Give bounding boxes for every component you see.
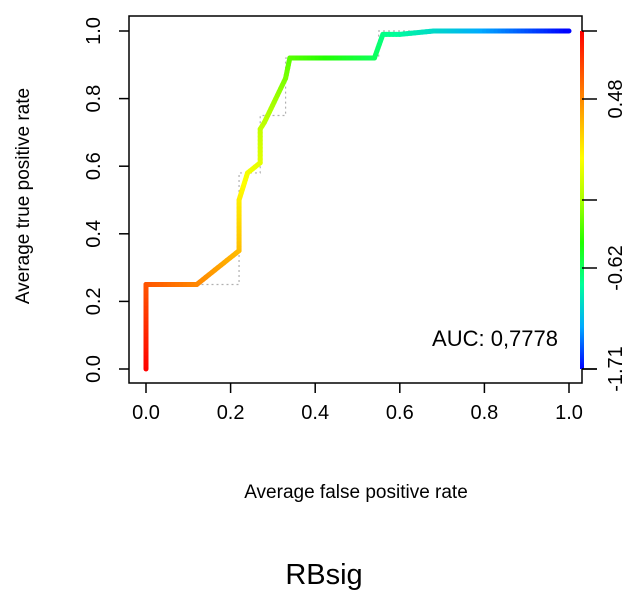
- x-tick-label: 0.6: [386, 402, 414, 424]
- x-axis: 0.0 0.2 0.4 0.6 0.8 1.0: [132, 383, 583, 424]
- colorbar-tick-label: 0.48: [605, 80, 627, 119]
- reference-steps: [145, 30, 569, 369]
- colorbar-tick-label: -0.62: [605, 245, 627, 291]
- colorbar-tick-label: -1.71: [605, 346, 627, 392]
- y-tick-label: 0.4: [83, 220, 105, 248]
- chart-title: RBsig: [285, 559, 362, 591]
- auc-annotation: AUC: 0,7778: [432, 326, 558, 351]
- x-tick-label: 0.8: [470, 402, 498, 424]
- x-tick-label: 1.0: [555, 402, 583, 424]
- y-tick-label: 0.0: [83, 355, 105, 383]
- y-tick-label: 0.8: [83, 85, 105, 113]
- x-axis-label: Average false positive rate: [244, 482, 468, 503]
- y-tick-label: 0.6: [83, 152, 105, 180]
- reference-step-line: [145, 30, 569, 369]
- y-axis: 0.0 0.2 0.4 0.6 0.8 1.0: [83, 17, 129, 383]
- y-axis-label: Average true positive rate: [13, 88, 34, 304]
- roc-curve: [143, 28, 572, 372]
- x-tick-label: 0.2: [217, 402, 245, 424]
- colorbar: -1.71 -0.62 0.48: [580, 30, 627, 392]
- x-tick-label: 0.0: [132, 402, 160, 424]
- y-tick-label: 0.2: [83, 287, 105, 315]
- y-tick-label: 1.0: [83, 17, 105, 45]
- x-tick-label: 0.4: [301, 402, 329, 424]
